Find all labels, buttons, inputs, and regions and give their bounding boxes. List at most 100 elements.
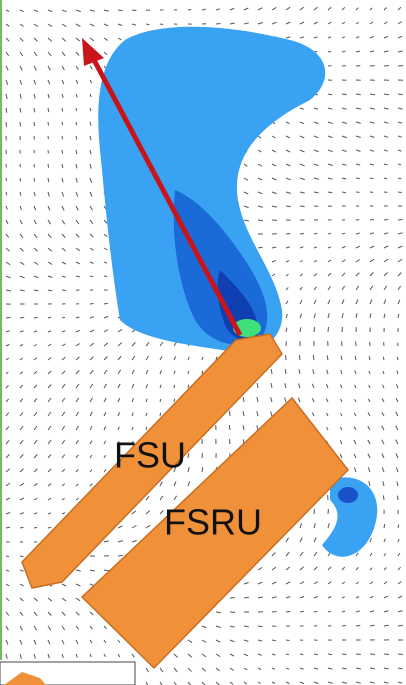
vector-arrow — [313, 667, 319, 670]
vector-arrow — [173, 653, 178, 658]
vector-arrow — [313, 191, 319, 194]
vector-arrow — [397, 177, 402, 180]
vector-arrow — [103, 302, 109, 305]
vector-arrow — [341, 177, 347, 180]
vector-arrow — [369, 258, 375, 263]
vector-arrow — [131, 23, 137, 26]
vector-arrow — [397, 121, 403, 124]
vector-arrow — [397, 21, 402, 25]
vector-arrow — [257, 135, 262, 139]
vector-arrow — [61, 468, 66, 473]
vector-arrow — [61, 383, 66, 389]
vector-arrow — [215, 667, 221, 672]
vector-arrow — [61, 93, 64, 98]
vector-arrow — [33, 357, 38, 361]
vector-arrow — [5, 9, 10, 12]
vector-arrow — [89, 191, 93, 197]
vector-arrow — [19, 107, 22, 113]
vector-arrow — [19, 597, 24, 602]
vector-arrow — [382, 384, 385, 389]
vector-arrow — [355, 681, 361, 684]
vector-arrow — [341, 312, 344, 319]
vector-arrow — [243, 582, 249, 585]
vector-arrow — [256, 425, 259, 431]
vector-arrow — [131, 9, 137, 11]
vector-arrow — [215, 681, 220, 685]
vector-arrow — [215, 653, 221, 658]
vector-arrow — [341, 272, 346, 277]
vector-arrow — [89, 23, 95, 27]
vector-arrow — [257, 581, 263, 585]
vector-arrow — [355, 177, 361, 180]
vector-arrow — [19, 512, 24, 515]
vector-arrow — [271, 667, 275, 670]
vector-arrow — [353, 453, 357, 459]
vector-arrow — [75, 177, 78, 183]
vector-arrow — [397, 232, 403, 235]
vector-arrow — [173, 384, 176, 389]
vector-arrow — [19, 343, 24, 347]
vector-arrow — [187, 639, 193, 644]
vector-arrow — [5, 219, 9, 224]
vector-arrow — [367, 453, 371, 459]
vector-arrow — [299, 121, 305, 125]
vector-arrow — [75, 440, 79, 445]
vector-arrow — [383, 610, 389, 613]
vector-arrow — [354, 370, 357, 375]
vector-arrow — [242, 411, 245, 417]
vector-arrow — [355, 21, 359, 25]
vector-arrow — [327, 135, 333, 139]
vector-arrow — [159, 495, 164, 501]
vector-arrow — [327, 163, 333, 166]
vector-arrow — [228, 411, 231, 417]
vector-arrow — [103, 383, 108, 389]
vector-arrow — [19, 261, 25, 266]
vector-arrow — [369, 177, 374, 180]
vector-arrow — [369, 232, 375, 235]
vector-arrow — [313, 135, 319, 139]
vector-arrow — [369, 163, 375, 166]
vector-arrow — [33, 384, 38, 389]
vector-arrow — [201, 625, 207, 629]
vector-arrow — [47, 107, 50, 113]
plume-small-core — [338, 487, 358, 503]
vector-arrow — [103, 653, 106, 658]
vector-arrow — [5, 512, 11, 515]
vector-arrow — [33, 370, 38, 375]
vector-arrow — [5, 497, 11, 501]
vector-arrow — [173, 370, 176, 375]
vector-arrow — [75, 383, 80, 389]
vector-arrow — [75, 79, 79, 84]
vector-arrow — [5, 555, 10, 557]
vector-arrow — [89, 9, 95, 12]
vector-arrow — [103, 356, 108, 361]
vector-arrow — [103, 625, 107, 630]
vector-arrow — [5, 454, 10, 459]
vector-arrow — [33, 344, 37, 347]
vector-arrow — [145, 412, 148, 417]
vector-arrow — [89, 425, 93, 431]
vector-arrow — [61, 316, 66, 319]
vector-arrow — [313, 537, 317, 543]
vector-arrow — [5, 371, 9, 375]
vector-arrow — [5, 583, 10, 587]
vector-arrow — [5, 205, 8, 210]
vector-arrow — [383, 163, 388, 166]
vector-arrow — [369, 107, 376, 110]
vector-arrow — [5, 357, 10, 361]
vector-arrow — [312, 369, 315, 375]
vector-arrow — [383, 232, 389, 235]
vector-arrow — [285, 566, 291, 571]
vector-arrow — [340, 384, 343, 389]
vector-arrow — [19, 555, 24, 558]
vector-arrow — [89, 275, 94, 278]
vector-arrow — [299, 681, 305, 684]
vector-arrow — [313, 551, 318, 557]
vector-arrow — [47, 247, 53, 252]
vector-arrow — [341, 653, 347, 656]
vector-arrow — [313, 163, 319, 167]
vector-arrow — [47, 343, 52, 347]
vector-arrow — [271, 21, 277, 25]
vector-arrow — [271, 246, 277, 249]
